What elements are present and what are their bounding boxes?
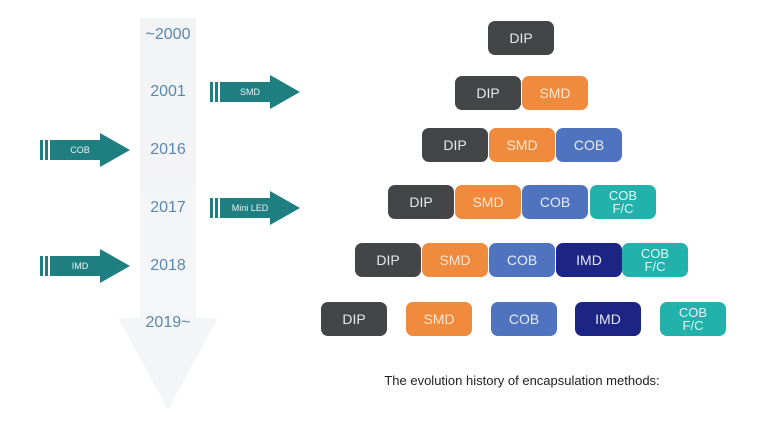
year-label: 2019~ xyxy=(145,314,191,331)
timeline-bar xyxy=(140,18,196,323)
arrow-stripe-icon xyxy=(45,256,48,276)
arrow-body xyxy=(220,82,270,102)
arrow-right-icon xyxy=(100,133,130,167)
arrow-stripe-icon xyxy=(215,198,218,218)
arrow-stripe-icon xyxy=(215,82,218,102)
arrow-label: Mini LED xyxy=(231,203,269,213)
package-box-dip: DIP xyxy=(488,21,554,55)
arrow-body xyxy=(220,198,270,218)
package-box-dip: DIP xyxy=(388,185,454,219)
package-box-cob: COB xyxy=(556,128,622,162)
arrow-mini-led: Mini LED xyxy=(210,191,302,225)
package-box-cob: COB xyxy=(491,302,557,336)
arrow-right-icon xyxy=(100,249,130,283)
arrow-right-icon xyxy=(270,75,300,109)
year-label: ~2000 xyxy=(145,26,191,43)
package-box-dip: DIP xyxy=(422,128,488,162)
arrow-stripe-icon xyxy=(45,140,48,160)
arrow-right-icon xyxy=(270,191,300,225)
arrow-smd: SMD xyxy=(210,75,302,109)
package-box-smd: SMD xyxy=(406,302,472,336)
timeline-arrowhead xyxy=(118,318,218,410)
package-box-cob: COB xyxy=(522,185,588,219)
package-box-imd: IMD xyxy=(575,302,641,336)
package-box-cob-fc: COB F/C xyxy=(660,302,726,336)
arrow-label: SMD xyxy=(240,87,260,97)
caption: The evolution history of encapsulation m… xyxy=(384,373,660,388)
package-box-dip: DIP xyxy=(455,76,521,110)
arrow-imd: IMD xyxy=(40,249,132,283)
package-box-cob-fc: COB F/C xyxy=(590,185,656,219)
arrow-stripe-icon xyxy=(40,140,43,160)
package-box-dip: DIP xyxy=(321,302,387,336)
year-label: 2001 xyxy=(150,83,186,100)
package-box-imd: IMD xyxy=(556,243,622,277)
arrow-stripe-icon xyxy=(210,198,213,218)
year-label: 2018 xyxy=(150,257,186,274)
year-label: 2016 xyxy=(150,141,186,158)
package-box-smd: SMD xyxy=(422,243,488,277)
year-label: 2017 xyxy=(150,199,186,216)
arrow-body xyxy=(50,256,100,276)
arrow-stripe-icon xyxy=(40,256,43,276)
package-box-smd: SMD xyxy=(522,76,588,110)
package-box-cob-fc: COB F/C xyxy=(622,243,688,277)
package-box-smd: SMD xyxy=(455,185,521,219)
package-box-cob: COB xyxy=(489,243,555,277)
package-box-smd: SMD xyxy=(489,128,555,162)
arrow-label: IMD xyxy=(71,261,89,271)
arrow-label: COB xyxy=(70,145,90,155)
arrow-cob: COB xyxy=(40,133,132,167)
arrow-body xyxy=(50,140,100,160)
arrow-stripe-icon xyxy=(210,82,213,102)
package-box-dip: DIP xyxy=(355,243,421,277)
